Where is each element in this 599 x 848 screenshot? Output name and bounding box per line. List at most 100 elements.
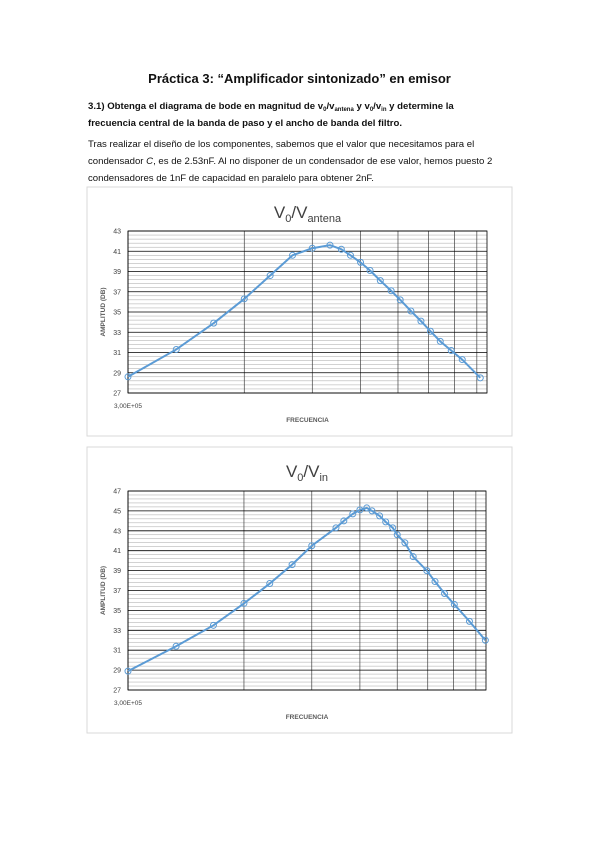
paragraph: Tras realizar el diseño de los component… (88, 136, 492, 187)
data-point (210, 319, 218, 327)
text-run: antena (334, 107, 354, 113)
title-run: in (319, 472, 328, 484)
data-point (458, 356, 466, 364)
data-point (349, 510, 357, 518)
data-point (346, 251, 354, 259)
text-line: condensador C, es de 2.53nF. Al no dispo… (88, 153, 492, 170)
y-tick-label: 39 (113, 568, 121, 575)
y-tick-label: 31 (113, 648, 121, 655)
plot-area (127, 490, 487, 691)
data-point (376, 277, 384, 285)
data-point (368, 507, 376, 515)
data-point (366, 266, 374, 274)
data-point (401, 539, 409, 547)
y-tick-label: 31 (113, 350, 121, 357)
x-tick-label: 3,00E+05 (114, 700, 142, 707)
text-run: , es de 2.53nF. Al no disponer de un con… (153, 156, 493, 167)
y-tick-label: 29 (113, 370, 121, 377)
data-point (426, 327, 434, 335)
title-run: 0 (285, 213, 291, 225)
data-point (340, 517, 348, 525)
text-run: 0 (369, 107, 374, 113)
text-run: frecuencia central de la banda de paso y… (88, 118, 403, 129)
data-point (240, 599, 248, 607)
data-point (417, 317, 425, 325)
data-point (363, 504, 371, 512)
text-run: condensadores de 1nF de capacidad en par… (88, 173, 374, 184)
y-axis-label: AMPLITUD (DB) (100, 566, 107, 615)
data-point (431, 578, 439, 586)
y-tick-label: 41 (113, 548, 121, 555)
data-point (172, 642, 180, 650)
text-line: frecuencia central de la banda de paso y… (88, 115, 454, 132)
y-tick-label: 35 (113, 310, 121, 317)
chart-frame (86, 186, 513, 437)
data-point (288, 561, 296, 569)
text-run: 0 (323, 107, 327, 113)
data-point (447, 346, 455, 354)
data-point (308, 542, 316, 550)
y-tick-label: 43 (113, 528, 121, 535)
data-point (332, 524, 340, 532)
text-run: in (381, 107, 387, 113)
text-run: y v (353, 101, 370, 112)
title-run: /V (291, 203, 308, 222)
y-tick-label: 37 (113, 588, 121, 595)
data-point (423, 567, 431, 575)
plot-area (127, 230, 488, 394)
text-run: condensador (88, 156, 147, 167)
data-point (465, 617, 473, 625)
text-line: condensadores de 1nF de capacidad en par… (88, 170, 492, 187)
title-run: /V (303, 462, 320, 481)
x-axis-label: FRECUENCIA (286, 417, 329, 424)
data-point (382, 518, 390, 526)
data-point (389, 524, 397, 532)
data-line (127, 244, 481, 379)
y-tick-label: 47 (113, 489, 121, 496)
y-tick-label: 37 (113, 289, 121, 296)
data-point (124, 373, 132, 381)
data-point (357, 258, 365, 266)
data-point (376, 512, 384, 520)
text-run: C (146, 156, 154, 167)
data-point (407, 307, 415, 315)
data-point (326, 241, 334, 249)
text-run: /v (326, 101, 335, 112)
title-run: antena (307, 213, 342, 225)
chart-title: V0/Vin (286, 462, 328, 484)
data-point (124, 667, 132, 675)
data-line (127, 506, 487, 672)
data-point (308, 244, 316, 252)
y-tick-label: 29 (113, 668, 121, 675)
y-tick-label: 45 (113, 508, 121, 515)
data-point (337, 245, 345, 253)
task: 3.1) Obtenga el diagrama de bode en magn… (88, 98, 454, 132)
y-tick-label: 43 (113, 229, 121, 236)
data-point (266, 272, 274, 280)
data-point (387, 287, 395, 295)
data-point (209, 621, 217, 629)
data-point (396, 296, 404, 304)
data-point (476, 374, 484, 382)
title-run: V (274, 203, 286, 222)
data-point (481, 636, 489, 644)
x-axis-label: FRECUENCIA (286, 714, 329, 721)
x-tick-label: 3,00E+05 (114, 403, 142, 410)
text-run: /v (373, 101, 382, 112)
data-point (356, 506, 364, 514)
text-run: y determine la (386, 101, 454, 112)
y-tick-label: 33 (113, 628, 121, 635)
data-point (172, 345, 180, 353)
text-run: Tras realizar el diseño de los component… (88, 139, 475, 150)
title-run: V (286, 462, 298, 481)
data-point (441, 589, 449, 597)
data-point (266, 580, 274, 588)
data-point (409, 553, 417, 561)
data-point (240, 295, 248, 303)
chart-title: V0/Vantena (274, 203, 342, 225)
y-axis-label: AMPLITUD (DB) (100, 287, 107, 336)
data-point (393, 531, 401, 539)
data-point (289, 251, 297, 259)
text-run: 3.1) Obtenga el diagrama de bode en magn… (88, 101, 324, 112)
